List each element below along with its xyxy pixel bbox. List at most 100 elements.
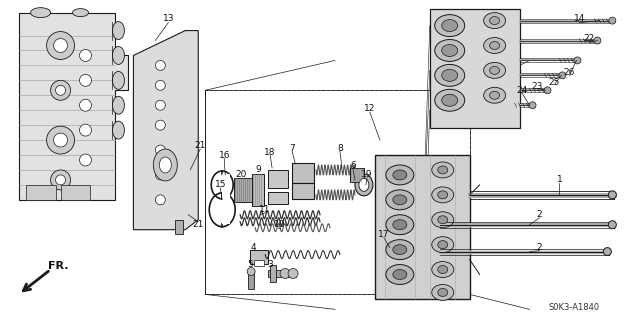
Text: 15: 15	[214, 180, 226, 189]
Ellipse shape	[490, 17, 500, 25]
Bar	[292, 183, 314, 199]
Text: 26: 26	[564, 68, 575, 77]
Ellipse shape	[442, 45, 458, 56]
Ellipse shape	[393, 270, 407, 279]
Ellipse shape	[432, 262, 454, 278]
Ellipse shape	[113, 121, 124, 139]
Ellipse shape	[386, 240, 414, 260]
Bar	[254, 260, 264, 265]
Ellipse shape	[435, 40, 465, 62]
Text: 2: 2	[537, 210, 542, 219]
Text: 3: 3	[268, 260, 273, 269]
Bar	[375, 155, 470, 300]
Circle shape	[56, 175, 65, 185]
Ellipse shape	[31, 8, 51, 18]
Ellipse shape	[113, 71, 124, 89]
Ellipse shape	[484, 38, 506, 54]
Ellipse shape	[490, 41, 500, 49]
Bar	[252, 174, 264, 206]
Circle shape	[79, 124, 92, 136]
Ellipse shape	[435, 89, 465, 111]
Text: 16: 16	[218, 151, 230, 160]
Text: 11: 11	[259, 205, 271, 214]
Circle shape	[51, 170, 70, 190]
Bar	[222, 174, 230, 196]
Ellipse shape	[490, 91, 500, 99]
Text: 8: 8	[337, 144, 343, 152]
Polygon shape	[19, 13, 129, 200]
Bar	[250, 249, 268, 263]
Bar	[61, 185, 90, 200]
Ellipse shape	[442, 70, 458, 81]
Bar	[270, 264, 276, 282]
Circle shape	[156, 120, 165, 130]
Bar	[268, 270, 296, 278]
Text: 17: 17	[378, 230, 390, 239]
Circle shape	[56, 85, 65, 95]
Ellipse shape	[432, 237, 454, 253]
Circle shape	[54, 133, 68, 147]
Ellipse shape	[386, 190, 414, 210]
Ellipse shape	[432, 285, 454, 300]
Circle shape	[156, 80, 165, 90]
Ellipse shape	[484, 63, 506, 78]
Ellipse shape	[154, 149, 177, 181]
Text: 23: 23	[532, 82, 543, 91]
Bar	[234, 178, 252, 202]
Text: 25: 25	[549, 78, 560, 87]
Text: 2: 2	[537, 243, 542, 252]
Circle shape	[54, 39, 68, 52]
Text: 1: 1	[557, 175, 563, 184]
Circle shape	[529, 102, 536, 109]
Ellipse shape	[438, 241, 448, 249]
Circle shape	[156, 60, 165, 70]
Ellipse shape	[113, 22, 124, 40]
Circle shape	[280, 269, 290, 278]
Circle shape	[574, 57, 581, 64]
Circle shape	[79, 74, 92, 86]
Bar	[430, 9, 520, 128]
Ellipse shape	[438, 216, 448, 224]
Bar	[205, 90, 470, 294]
Ellipse shape	[432, 212, 454, 228]
Ellipse shape	[386, 165, 414, 185]
Text: 6: 6	[350, 161, 356, 170]
Text: 7: 7	[289, 144, 295, 152]
Circle shape	[79, 99, 92, 111]
Ellipse shape	[442, 94, 458, 106]
Circle shape	[609, 17, 616, 24]
Ellipse shape	[432, 162, 454, 178]
Circle shape	[156, 170, 165, 180]
Circle shape	[559, 72, 566, 79]
Bar	[175, 220, 183, 234]
Ellipse shape	[359, 178, 369, 191]
Polygon shape	[133, 31, 198, 230]
Ellipse shape	[438, 265, 448, 273]
Circle shape	[51, 80, 70, 100]
Circle shape	[156, 145, 165, 155]
Ellipse shape	[435, 64, 465, 86]
Text: 19: 19	[361, 170, 372, 179]
Bar	[350, 168, 364, 182]
Circle shape	[156, 100, 165, 110]
Text: 20: 20	[236, 170, 247, 179]
Text: S0K3-A1840: S0K3-A1840	[549, 303, 600, 312]
Bar	[26, 185, 56, 200]
Ellipse shape	[393, 170, 407, 180]
Ellipse shape	[113, 47, 124, 64]
Circle shape	[288, 269, 298, 278]
Circle shape	[609, 191, 616, 199]
Ellipse shape	[393, 195, 407, 205]
Circle shape	[47, 126, 74, 154]
Circle shape	[156, 195, 165, 205]
Ellipse shape	[159, 157, 172, 173]
Ellipse shape	[113, 96, 124, 114]
Text: 22: 22	[584, 34, 595, 43]
Text: 13: 13	[163, 14, 174, 23]
Text: 5: 5	[247, 260, 253, 269]
Circle shape	[247, 268, 255, 276]
Text: 18: 18	[264, 147, 276, 157]
Text: 4: 4	[250, 243, 256, 252]
Ellipse shape	[490, 66, 500, 74]
Ellipse shape	[438, 166, 448, 174]
